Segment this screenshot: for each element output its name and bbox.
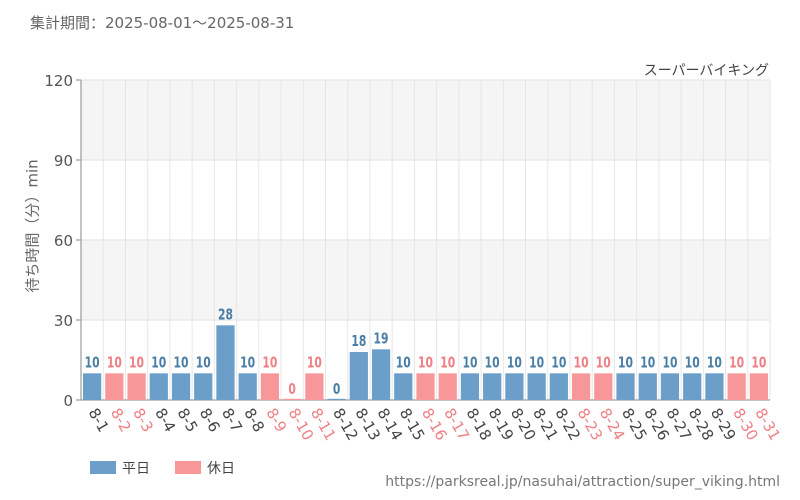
bar [416, 373, 435, 400]
bar [749, 373, 768, 400]
y-tick-label: 90 [54, 152, 73, 170]
legend-swatch-weekday [90, 461, 116, 474]
bar [571, 373, 591, 400]
bar [660, 373, 680, 400]
x-tick-label: 8-1 [85, 405, 113, 435]
bar [683, 373, 702, 400]
data-label: 0 [288, 381, 296, 398]
data-label: 10 [685, 355, 700, 372]
legend-item-holiday: 休日 [175, 458, 235, 478]
data-label: 10 [551, 355, 566, 372]
y-tick-label: 120 [44, 72, 73, 90]
period-label: 集計期間：2025-08-01～2025-08-31 [30, 14, 295, 32]
bar [194, 373, 213, 400]
data-label: 10 [596, 355, 611, 372]
data-label: 10 [440, 355, 455, 372]
x-tick-label: 8-9 [262, 405, 290, 435]
bar [127, 373, 146, 400]
bar [216, 325, 235, 400]
bar [705, 373, 724, 400]
bar [727, 373, 746, 400]
data-label: 10 [151, 355, 166, 372]
data-label: 18 [351, 333, 366, 350]
data-label: 10 [729, 355, 744, 372]
x-tick-label: 8-5 [174, 405, 202, 435]
legend-item-weekday: 平日 [90, 458, 150, 478]
bar [371, 349, 391, 400]
chart-title: スーパーバイキング [643, 63, 769, 79]
bar [483, 373, 502, 400]
data-label: 10 [529, 355, 544, 372]
y-tick-label: 0 [63, 392, 73, 410]
grid-band [81, 240, 770, 320]
y-tick-label: 60 [54, 232, 73, 250]
data-label: 10 [507, 355, 522, 372]
source-url: https://parksreal.jp/nasuhai/attraction/… [385, 474, 780, 490]
data-label: 10 [129, 355, 144, 372]
bar [549, 373, 568, 400]
data-label: 10 [485, 355, 500, 372]
data-label: 10 [662, 355, 677, 372]
grid-band [81, 80, 770, 160]
bar [438, 373, 457, 400]
bar [616, 373, 635, 400]
data-label: 10 [462, 355, 477, 372]
bar [149, 373, 168, 400]
bar [527, 373, 546, 400]
data-label: 0 [333, 381, 341, 398]
data-label: 10 [396, 355, 411, 372]
legend-label-holiday: 休日 [207, 461, 235, 477]
data-label: 10 [107, 355, 122, 372]
bar [460, 373, 480, 400]
data-label: 10 [418, 355, 433, 372]
data-label: 10 [262, 355, 277, 372]
x-tick-label: 8-2 [107, 405, 135, 435]
bar [260, 373, 280, 400]
data-label: 10 [751, 355, 766, 372]
bar [83, 373, 102, 400]
data-label: 10 [574, 355, 589, 372]
data-label: 10 [707, 355, 722, 372]
legend-swatch-holiday [175, 461, 201, 474]
bar [638, 373, 657, 400]
data-label: 10 [240, 355, 255, 372]
bar [305, 373, 324, 400]
bar [105, 373, 124, 400]
bar [505, 373, 524, 400]
data-label: 10 [196, 355, 211, 372]
x-tick-label: 8-4 [151, 405, 179, 435]
data-label: 19 [374, 331, 389, 348]
data-label: 10 [618, 355, 633, 372]
x-tick-label: 8-3 [129, 405, 157, 435]
bar [594, 373, 613, 400]
x-tick-label: 8-7 [218, 405, 246, 435]
bar [327, 398, 346, 400]
data-label: 10 [640, 355, 655, 372]
x-tick-label: 8-8 [240, 405, 268, 435]
legend-label-weekday: 平日 [122, 461, 150, 477]
bar [283, 398, 302, 400]
data-label: 10 [85, 355, 100, 372]
x-tick-label: 8-6 [196, 405, 224, 435]
y-tick-label: 30 [54, 312, 73, 330]
data-label: 10 [174, 355, 189, 372]
bar [349, 352, 368, 400]
data-label: 10 [307, 355, 322, 372]
data-label: 28 [218, 307, 233, 324]
bar [171, 373, 191, 400]
bar [394, 373, 413, 400]
bar [238, 373, 257, 400]
